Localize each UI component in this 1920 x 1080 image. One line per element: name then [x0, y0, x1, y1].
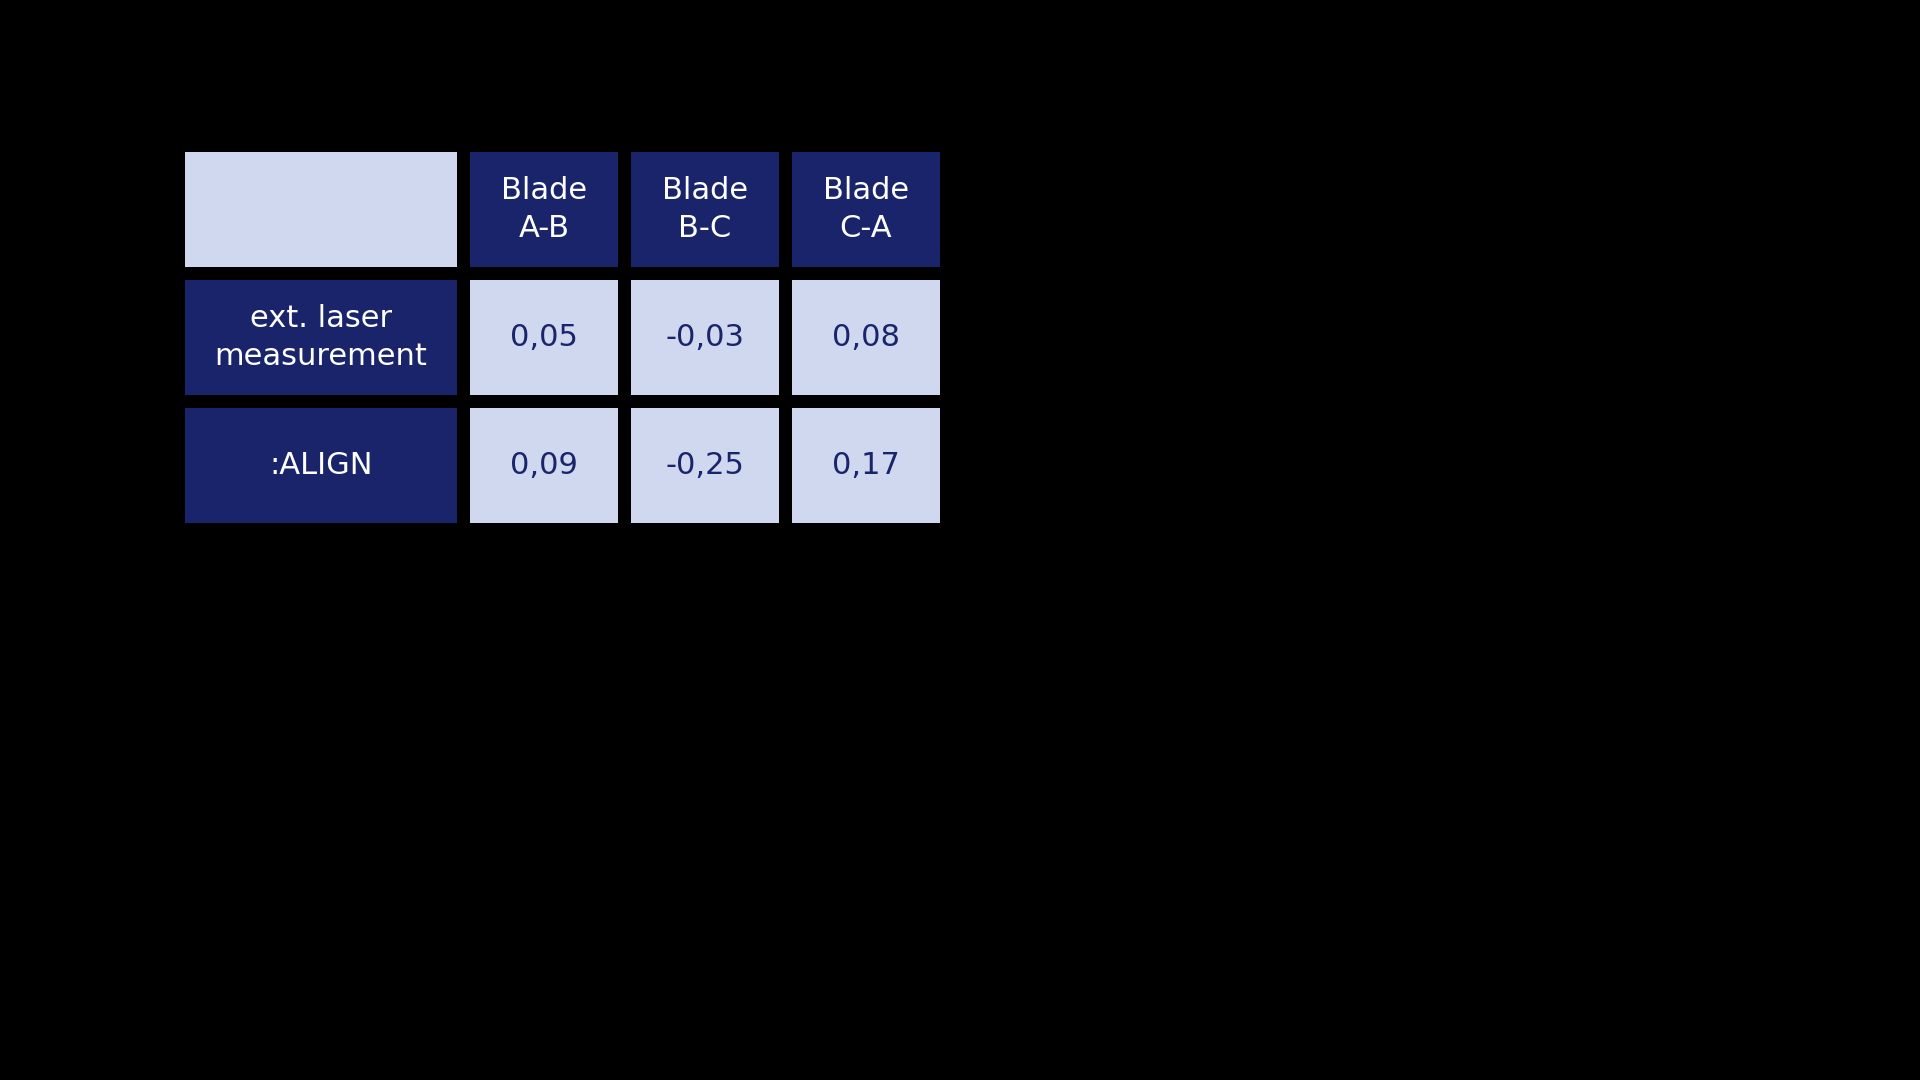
FancyBboxPatch shape: [791, 280, 941, 395]
FancyBboxPatch shape: [470, 152, 618, 267]
Text: Blade
A-B: Blade A-B: [501, 176, 588, 243]
FancyBboxPatch shape: [470, 280, 618, 395]
Text: ext. laser
measurement: ext. laser measurement: [215, 303, 428, 372]
FancyBboxPatch shape: [791, 408, 941, 523]
FancyBboxPatch shape: [632, 408, 780, 523]
Text: -0,03: -0,03: [666, 323, 745, 352]
Text: Blade
C-A: Blade C-A: [824, 176, 908, 243]
Text: -0,25: -0,25: [666, 451, 745, 480]
Text: 0,17: 0,17: [831, 451, 900, 480]
Text: 0,08: 0,08: [831, 323, 900, 352]
FancyBboxPatch shape: [632, 280, 780, 395]
FancyBboxPatch shape: [632, 152, 780, 267]
Text: :ALIGN: :ALIGN: [269, 451, 372, 480]
FancyBboxPatch shape: [184, 408, 457, 523]
FancyBboxPatch shape: [470, 408, 618, 523]
Text: 0,09: 0,09: [511, 451, 578, 480]
FancyBboxPatch shape: [791, 152, 941, 267]
FancyBboxPatch shape: [184, 152, 457, 267]
Text: Blade
B-C: Blade B-C: [662, 176, 749, 243]
FancyBboxPatch shape: [184, 280, 457, 395]
Text: 0,05: 0,05: [511, 323, 578, 352]
